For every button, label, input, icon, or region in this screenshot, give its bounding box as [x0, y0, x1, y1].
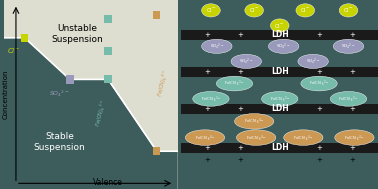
- Text: Fe(CN)$_6$$^{4-}$: Fe(CN)$_6$$^{4-}$: [195, 133, 215, 143]
- Text: Fe(CN)$_6$$^{3-}$: Fe(CN)$_6$$^{3-}$: [225, 79, 245, 88]
- Bar: [153, 147, 160, 155]
- Ellipse shape: [262, 91, 298, 106]
- Text: +: +: [204, 106, 210, 112]
- Ellipse shape: [339, 4, 358, 17]
- Text: Cl$^-$: Cl$^-$: [249, 6, 259, 14]
- Ellipse shape: [216, 76, 253, 91]
- Bar: [181, 67, 378, 77]
- Text: +: +: [237, 32, 243, 38]
- Text: Fe(CN)$_6$$^{3-}$: Fe(CN)$_6$$^{3-}$: [338, 94, 359, 104]
- Ellipse shape: [268, 39, 299, 53]
- Text: Fe(CN)$_6$$^{3-}$: Fe(CN)$_6$$^{3-}$: [201, 94, 221, 104]
- Polygon shape: [4, 0, 178, 189]
- Text: +: +: [204, 157, 210, 163]
- Ellipse shape: [201, 4, 220, 17]
- Text: SO$_4$$^{2-}$: SO$_4$$^{2-}$: [306, 57, 320, 66]
- Bar: [21, 34, 28, 42]
- Bar: [181, 143, 378, 153]
- Text: Unstable
Suspension: Unstable Suspension: [51, 24, 103, 44]
- Text: +: +: [237, 157, 243, 163]
- Text: +: +: [204, 145, 210, 151]
- Text: LDH: LDH: [271, 104, 288, 113]
- Text: +: +: [350, 145, 355, 151]
- Text: +: +: [204, 69, 210, 75]
- Text: Fe(CN)$_6$$^{3-}$: Fe(CN)$_6$$^{3-}$: [93, 98, 110, 128]
- Text: Cl$^-$: Cl$^-$: [206, 6, 216, 14]
- Text: Fe(CN)$_6$$^{4-}$: Fe(CN)$_6$$^{4-}$: [344, 133, 364, 143]
- Text: Cl$^-$: Cl$^-$: [300, 6, 311, 14]
- Text: LDH: LDH: [271, 67, 288, 76]
- Text: +: +: [350, 32, 355, 38]
- Ellipse shape: [237, 130, 276, 145]
- Text: +: +: [237, 69, 243, 75]
- Bar: [104, 75, 112, 83]
- Text: Cl$^-$: Cl$^-$: [343, 6, 354, 14]
- Text: +: +: [316, 157, 322, 163]
- Bar: [104, 15, 112, 23]
- Ellipse shape: [270, 19, 289, 32]
- Text: +: +: [316, 145, 322, 151]
- Text: SO$_4$$^{2-}$: SO$_4$$^{2-}$: [49, 89, 70, 99]
- Ellipse shape: [234, 114, 274, 129]
- Text: Stable
Suspension: Stable Suspension: [34, 132, 85, 152]
- Text: Fe(CN)$_6$$^{3-}$: Fe(CN)$_6$$^{3-}$: [309, 79, 329, 88]
- Polygon shape: [4, 38, 178, 189]
- Text: +: +: [316, 32, 322, 38]
- Text: LDH: LDH: [271, 143, 288, 152]
- Ellipse shape: [298, 54, 328, 69]
- Ellipse shape: [201, 39, 232, 53]
- Text: SO$_4$$^{2-}$: SO$_4$$^{2-}$: [210, 41, 224, 51]
- Text: Fe(CN)$_6$$^{4-}$: Fe(CN)$_6$$^{4-}$: [155, 68, 172, 98]
- Ellipse shape: [245, 4, 263, 17]
- Ellipse shape: [330, 91, 367, 106]
- Text: +: +: [350, 106, 355, 112]
- Text: Valence: Valence: [93, 178, 123, 187]
- Ellipse shape: [301, 76, 337, 91]
- Bar: [181, 104, 378, 114]
- Text: +: +: [350, 69, 355, 75]
- Text: +: +: [237, 106, 243, 112]
- Text: SO$_4$$^{2-}$: SO$_4$$^{2-}$: [276, 41, 291, 51]
- Text: Fe(CN)$_6$$^{4-}$: Fe(CN)$_6$$^{4-}$: [293, 133, 313, 143]
- Text: Concentration: Concentration: [3, 70, 9, 119]
- Text: +: +: [316, 106, 322, 112]
- Bar: [104, 47, 112, 55]
- Bar: [181, 30, 378, 40]
- Text: Cl$^-$: Cl$^-$: [274, 22, 285, 29]
- Ellipse shape: [333, 39, 364, 53]
- Text: Fe(CN)$_6$$^{3-}$: Fe(CN)$_6$$^{3-}$: [270, 94, 290, 104]
- Bar: [153, 11, 160, 19]
- Text: Cl$^-$: Cl$^-$: [7, 46, 21, 55]
- Text: Fe(CN)$_6$$^{4-}$: Fe(CN)$_6$$^{4-}$: [244, 116, 264, 126]
- Ellipse shape: [335, 130, 374, 145]
- Ellipse shape: [231, 54, 262, 69]
- Text: SO$_4$$^{2-}$: SO$_4$$^{2-}$: [239, 57, 254, 66]
- Text: +: +: [316, 69, 322, 75]
- Ellipse shape: [193, 91, 229, 106]
- Text: +: +: [204, 32, 210, 38]
- Text: LDH: LDH: [271, 30, 288, 40]
- Ellipse shape: [185, 130, 225, 145]
- Ellipse shape: [284, 130, 323, 145]
- Text: SO$_4$$^{2-}$: SO$_4$$^{2-}$: [341, 41, 356, 51]
- Text: +: +: [237, 145, 243, 151]
- Text: +: +: [350, 157, 355, 163]
- Bar: [66, 75, 74, 84]
- Ellipse shape: [296, 4, 314, 17]
- Text: Fe(CN)$_6$$^{4-}$: Fe(CN)$_6$$^{4-}$: [246, 133, 266, 143]
